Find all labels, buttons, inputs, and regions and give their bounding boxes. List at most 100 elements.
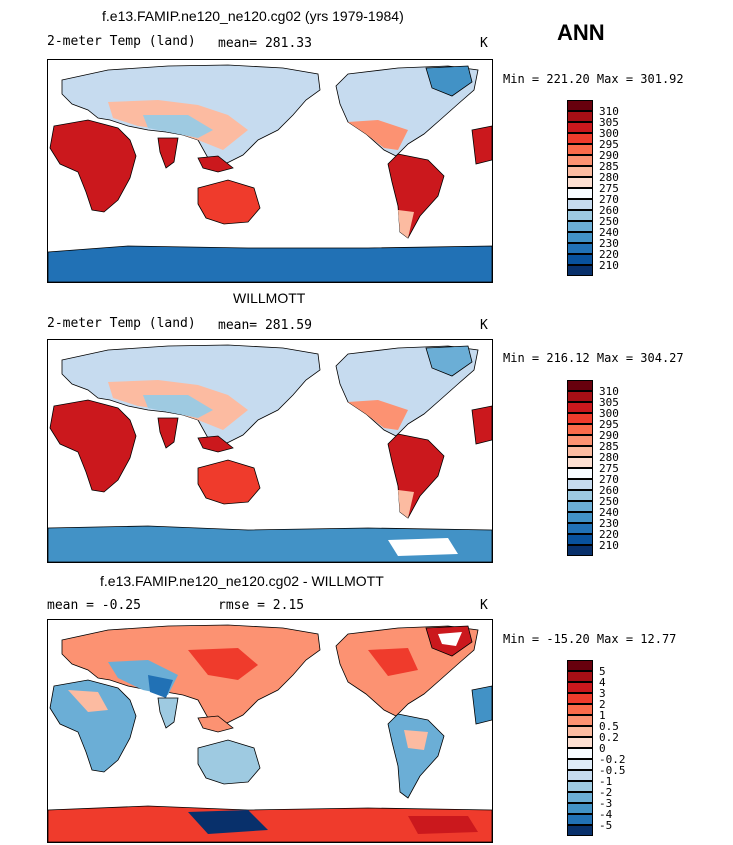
- panel-2-colorbar-label: 290: [599, 429, 619, 442]
- panel-1-colorbar-swatch: [567, 188, 593, 199]
- panel-3-colorbar-swatch: [567, 660, 593, 671]
- panel-2-colorbar: [567, 380, 593, 556]
- panel-2-colorbar-swatch: [567, 446, 593, 457]
- panel-1-colorbar-label: 210: [599, 259, 619, 272]
- panel-3-map: [47, 619, 493, 843]
- panel-2-colorbar-label: 275: [599, 462, 619, 475]
- panel-3-colorbar-swatch: [567, 781, 593, 792]
- panel-2-colorbar-label: 280: [599, 451, 619, 464]
- panel-1-units: K: [480, 36, 488, 51]
- panel-2-colorbar-swatch: [567, 435, 593, 446]
- panel-3-colorbar-label: -0.5: [599, 764, 626, 777]
- panel-2-colorbar-label: 230: [599, 517, 619, 530]
- panel-3-title: f.e13.FAMIP.ne120_ne120.cg02 - WILLMOTT: [100, 573, 384, 589]
- panel-1-colorbar-swatch: [567, 199, 593, 210]
- panel-3-colorbar-label: -4: [599, 808, 613, 821]
- australia-landmass: [197, 179, 261, 225]
- panel-1-colorbar-label: 240: [599, 226, 619, 239]
- panel-1-minmax: Min = 221.20 Max = 301.92: [503, 72, 684, 86]
- panel-1-colorbar-label: 260: [599, 204, 619, 217]
- panel-2-colorbar-swatch: [567, 402, 593, 413]
- panel-3-colorbar-label: 0.2: [599, 731, 619, 744]
- panel-2-minmax: Min = 216.12 Max = 304.27: [503, 351, 684, 365]
- panel-2-colorbar-swatch: [567, 545, 593, 556]
- panel-2-colorbar-swatch: [567, 523, 593, 534]
- panel-1-colorbar-swatch: [567, 232, 593, 243]
- panel-3-colorbar-label: -2: [599, 786, 613, 799]
- panel-1-colorbar-label: 300: [599, 127, 619, 140]
- panel-1-colorbar-swatch: [567, 111, 593, 122]
- panel-2-colorbar-label: 250: [599, 495, 619, 508]
- panel-1-colorbar-swatch: [567, 177, 593, 188]
- panel-3-colorbar-swatch: [567, 792, 593, 803]
- panel-2-colorbar-label: 300: [599, 407, 619, 420]
- panel-1-colorbar-swatch: [567, 155, 593, 166]
- panel-2-colorbar-swatch: [567, 424, 593, 435]
- panel-2-variable-label: 2-meter Temp (land): [47, 316, 196, 331]
- panel-1-colorbar-swatch: [567, 122, 593, 133]
- panel-2-colorbar-swatch: [567, 457, 593, 468]
- panel-3-colorbar-label: 5: [599, 665, 606, 678]
- panel-1-colorbar-swatch: [567, 144, 593, 155]
- panel-3-minmax: Min = -15.20 Max = 12.77: [503, 632, 677, 646]
- panel-3-colorbar-swatch: [567, 704, 593, 715]
- south-america-landmass: [387, 153, 445, 239]
- panel-3-colorbar-swatch: [567, 759, 593, 770]
- panel-1-colorbar-label: 275: [599, 182, 619, 195]
- panel-1-colorbar-swatch: [567, 100, 593, 111]
- panel-3-colorbar: [567, 660, 593, 836]
- panel-3-colorbar-swatch: [567, 693, 593, 704]
- panel-1-variable-label: 2-meter Temp (land): [47, 34, 196, 49]
- panel-1-colorbar-swatch: [567, 254, 593, 265]
- panel-1-map: [47, 59, 493, 283]
- panel-2-colorbar-swatch: [567, 413, 593, 424]
- panel-1-colorbar-label: 230: [599, 237, 619, 250]
- season-label: ANN: [557, 20, 605, 45]
- panel-2-colorbar-swatch: [567, 534, 593, 545]
- panel-3-colorbar-label: 1: [599, 709, 606, 722]
- panel-2-units: K: [480, 318, 488, 333]
- panel-2-colorbar-label: 210: [599, 539, 619, 552]
- panel-1-colorbar-label: 220: [599, 248, 619, 261]
- panel-1-colorbar-label: 285: [599, 160, 619, 173]
- panel-2-colorbar-label: 220: [599, 528, 619, 541]
- panel-3-colorbar-swatch: [567, 671, 593, 682]
- panel-3-colorbar-label: -0.2: [599, 753, 626, 766]
- panel-2-colorbar-swatch: [567, 380, 593, 391]
- panel-1-title: f.e13.FAMIP.ne120_ne120.cg02 (yrs 1979-1…: [102, 8, 404, 24]
- panel-1-colorbar: [567, 100, 593, 276]
- panel-3-colorbar-swatch: [567, 770, 593, 781]
- panel-1-colorbar-label: 270: [599, 193, 619, 206]
- panel-2-colorbar-label: 305: [599, 396, 619, 409]
- panel-1-colorbar-swatch: [567, 265, 593, 276]
- panel-3-colorbar-label: -5: [599, 819, 613, 832]
- panel-1-colorbar-label: 310: [599, 105, 619, 118]
- panel-3-colorbar-swatch: [567, 715, 593, 726]
- panel-1-map-canvas: [48, 64, 492, 282]
- panel-3-units: K: [480, 598, 488, 613]
- panel-2-colorbar-label: 310: [599, 385, 619, 398]
- panel-3-colorbar-label: 0.5: [599, 720, 619, 733]
- panel-3-colorbar-label: -3: [599, 797, 613, 810]
- panel-2-map-canvas: [48, 344, 492, 562]
- panel-1-colorbar-swatch: [567, 166, 593, 177]
- panel-3-colorbar-swatch: [567, 748, 593, 759]
- panel-3-colorbar-swatch: [567, 814, 593, 825]
- panel-1-colorbar-label: 290: [599, 149, 619, 162]
- panel-3-colorbar-swatch: [567, 682, 593, 693]
- panel-2-colorbar-label: 260: [599, 484, 619, 497]
- panel-1-colorbar-swatch: [567, 243, 593, 254]
- panel-2-colorbar-swatch: [567, 468, 593, 479]
- panel-2-mean-label: mean= 281.59: [218, 318, 312, 333]
- panel-2-colorbar-swatch: [567, 391, 593, 402]
- panel-2-colorbar-swatch: [567, 501, 593, 512]
- panel-2-colorbar-swatch: [567, 479, 593, 490]
- panel-2-colorbar-label: 240: [599, 506, 619, 519]
- panel-3-map-canvas: [48, 624, 492, 842]
- panel-3-colorbar-swatch: [567, 737, 593, 748]
- panel-1-colorbar-swatch: [567, 221, 593, 232]
- panel-3-colorbar-label: 2: [599, 698, 606, 711]
- panel-2-colorbar-label: 295: [599, 418, 619, 431]
- panel-3-colorbar-swatch: [567, 825, 593, 836]
- africa-landmass: [49, 119, 137, 213]
